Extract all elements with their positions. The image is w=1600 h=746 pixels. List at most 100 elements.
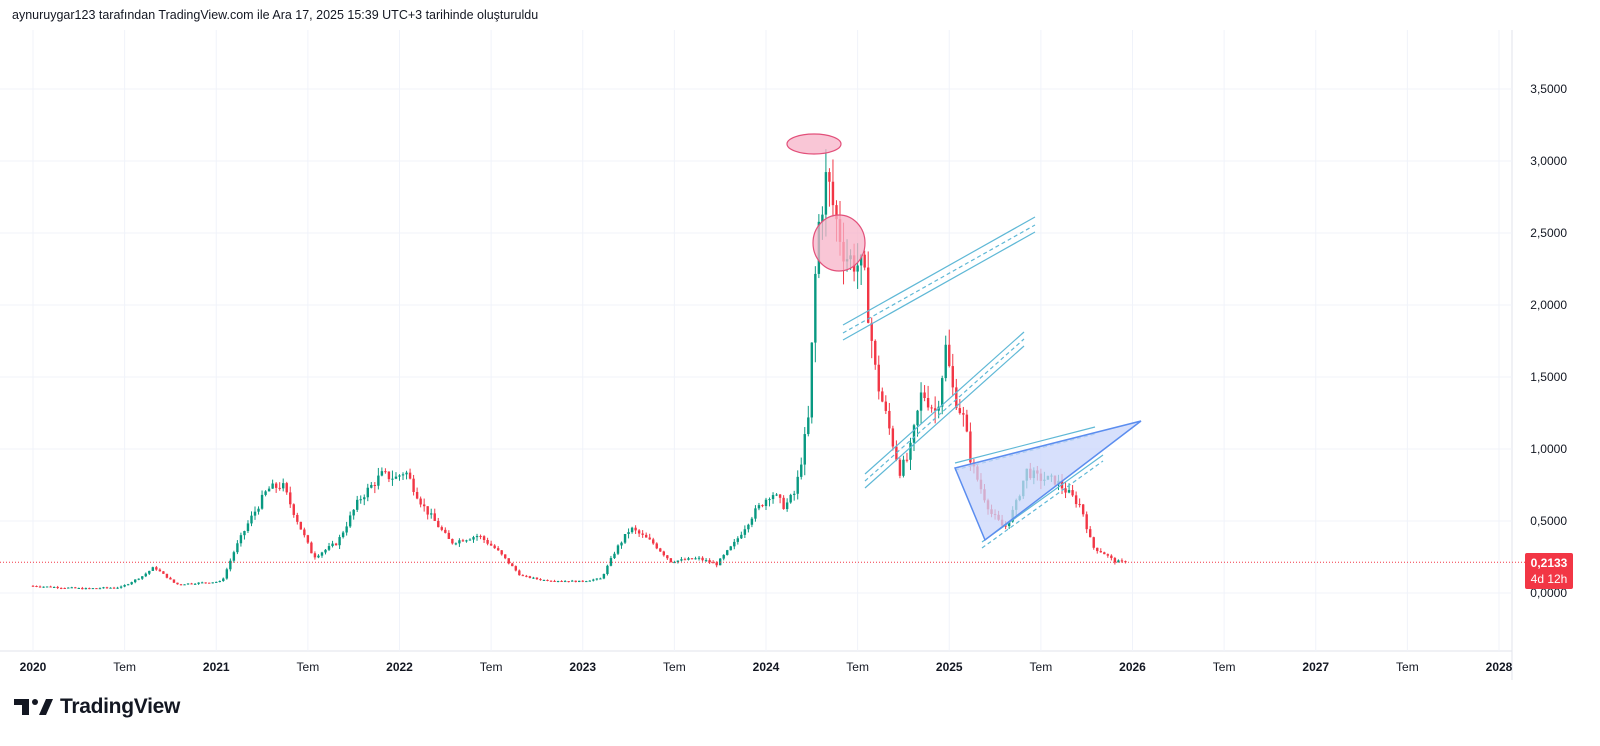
highlight-circle[interactable] [812, 214, 866, 272]
candle-body [109, 587, 112, 589]
candle-body [133, 579, 137, 583]
candle-body [768, 499, 771, 501]
candle-body [451, 538, 454, 544]
candle-body [250, 515, 253, 524]
candle-body [412, 478, 415, 492]
candle-body [70, 587, 73, 589]
candle-body [310, 542, 313, 554]
candle-body [391, 478, 394, 480]
candle-body [518, 570, 521, 576]
candle-body [1110, 555, 1113, 559]
candle-body [514, 566, 517, 571]
candle-body [800, 464, 803, 477]
candle-body [835, 205, 838, 220]
candle-body [570, 580, 574, 582]
x-tick-label: 2021 [203, 660, 230, 674]
x-tick-label: 2022 [386, 660, 413, 674]
candle-body [489, 543, 493, 546]
candle-body [747, 524, 750, 530]
candle-body [1092, 537, 1095, 548]
candle-body [119, 586, 123, 588]
ascending-channel-upper[interactable] [842, 216, 1036, 341]
candle-body [948, 344, 951, 367]
candle-body [697, 557, 701, 559]
candle-body [246, 523, 250, 532]
candle-body [504, 554, 507, 559]
candle-body [31, 585, 35, 587]
x-tick-label: 2026 [1119, 660, 1146, 674]
candle-body [52, 587, 56, 589]
candle-body [137, 578, 140, 580]
candle-body [317, 555, 320, 558]
candle-body [289, 492, 292, 505]
candle-body [866, 267, 870, 323]
candle-body [521, 575, 525, 577]
candle-body [644, 534, 648, 538]
candle-body [912, 425, 916, 443]
price-axis: 3,5000 3,0000 2,5000 2,0000 1,5000 1,0000 0,50… [1530, 82, 1567, 600]
candle-body [711, 562, 715, 564]
candle-body [433, 513, 436, 521]
candle-body [941, 378, 944, 407]
candle-body [165, 573, 169, 578]
candle-body [881, 391, 884, 402]
x-tick-label: Tem [846, 660, 869, 674]
candle-body [1089, 529, 1092, 538]
candle-body [112, 587, 116, 589]
candle-body [45, 586, 49, 588]
x-tick-label: 2028 [1486, 660, 1513, 674]
candle-body [595, 578, 599, 580]
candle-body [884, 401, 888, 411]
x-tick-label: Tem [663, 660, 686, 674]
candle-body [274, 483, 278, 488]
candle-body [172, 579, 176, 583]
y-tick-label: 1,0000 [1530, 442, 1567, 456]
x-tick-label: Tem [1396, 660, 1419, 674]
candle-body [683, 559, 687, 561]
candle-body [789, 494, 792, 503]
candle-body [422, 504, 426, 507]
candle-body [722, 554, 725, 559]
candle-body [1120, 560, 1124, 562]
tradingview-logo-icon [14, 699, 53, 715]
candle-body [1117, 560, 1120, 563]
candle-body [620, 542, 623, 546]
candle-body [144, 573, 147, 577]
x-tick-label: 2020 [20, 660, 47, 674]
tradingview-brand[interactable]: TradingView [14, 695, 180, 719]
candle-body [641, 533, 644, 535]
candle-body [676, 560, 680, 563]
candle-body [630, 527, 634, 533]
candle-body [454, 543, 458, 545]
candle-body [729, 546, 732, 551]
candle-body [750, 518, 754, 525]
candle-body [468, 539, 472, 541]
candle-body [493, 545, 496, 549]
candle-body [338, 537, 341, 546]
candle-body [930, 407, 933, 409]
candle-body [905, 459, 909, 461]
candle-body [669, 558, 673, 563]
highlight-ellipse-top[interactable] [786, 133, 842, 155]
candle-body [592, 579, 595, 581]
candle-body [211, 582, 214, 584]
candle-body [613, 553, 616, 559]
candle-body [278, 487, 281, 489]
candle-body [35, 585, 38, 587]
candle-body [585, 581, 588, 583]
candle-body [440, 527, 443, 530]
candle-body [539, 579, 542, 581]
candle-body [356, 499, 359, 510]
candle-body [1106, 554, 1110, 556]
candle-body [267, 488, 271, 492]
ascending-channel-lower[interactable] [864, 331, 1025, 489]
candle-body [116, 587, 119, 589]
candle-body [1071, 490, 1074, 496]
y-tick-label: 1,5000 [1530, 370, 1567, 384]
triangle-pattern[interactable] [953, 420, 1142, 542]
candle-body [95, 588, 98, 590]
candle-body [486, 539, 489, 544]
price-tag[interactable]: 0,2133 4d 12h [1525, 553, 1573, 589]
